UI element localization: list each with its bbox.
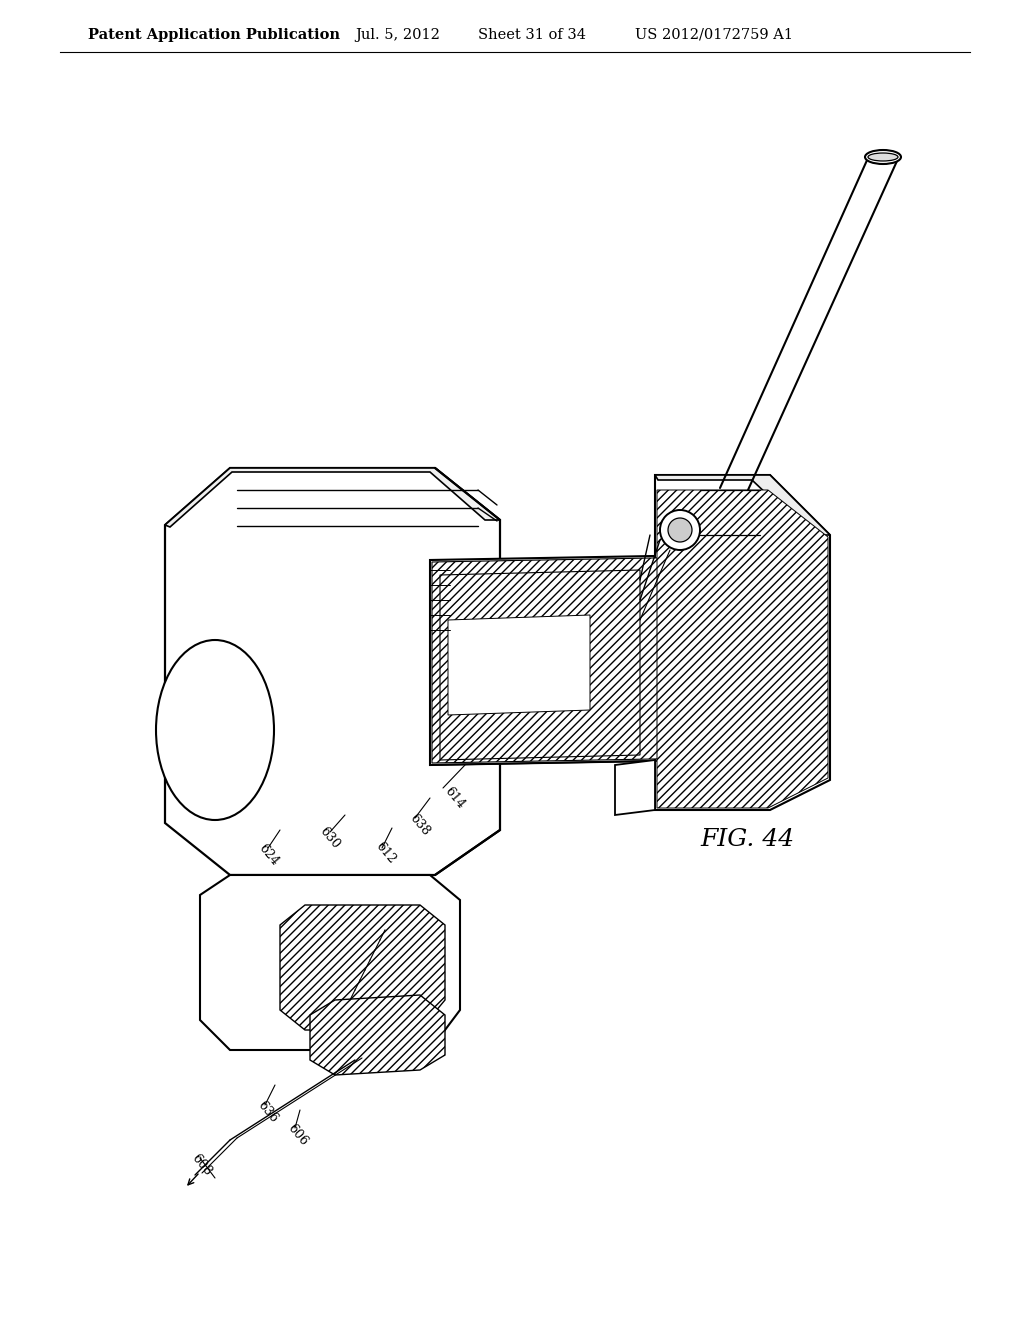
Ellipse shape: [868, 153, 898, 161]
Polygon shape: [432, 557, 758, 763]
Text: Sheet 31 of 34: Sheet 31 of 34: [478, 28, 586, 42]
Polygon shape: [655, 475, 830, 535]
Polygon shape: [310, 995, 445, 1074]
Text: 630: 630: [317, 825, 343, 851]
Polygon shape: [165, 469, 500, 527]
Text: 614: 614: [442, 784, 468, 812]
Polygon shape: [280, 906, 445, 1030]
Circle shape: [660, 510, 700, 550]
Text: US 2012/0172759 A1: US 2012/0172759 A1: [635, 28, 793, 42]
Text: 612: 612: [373, 840, 397, 866]
Ellipse shape: [865, 150, 901, 164]
Polygon shape: [430, 554, 760, 766]
Text: FIG. 44: FIG. 44: [700, 829, 795, 851]
Text: Jul. 5, 2012: Jul. 5, 2012: [355, 28, 440, 42]
Polygon shape: [165, 469, 500, 875]
Text: Patent Application Publication: Patent Application Publication: [88, 28, 340, 42]
Polygon shape: [449, 615, 590, 715]
Polygon shape: [440, 570, 640, 760]
Polygon shape: [657, 490, 828, 808]
Text: 624: 624: [255, 842, 281, 869]
Polygon shape: [200, 875, 460, 1049]
Polygon shape: [655, 475, 830, 810]
Text: 606: 606: [286, 1122, 310, 1148]
Text: 638: 638: [408, 812, 433, 838]
Circle shape: [668, 517, 692, 543]
Ellipse shape: [156, 640, 274, 820]
Polygon shape: [615, 760, 655, 814]
Text: 608: 608: [189, 1151, 215, 1179]
Text: 636: 636: [255, 1098, 281, 1126]
